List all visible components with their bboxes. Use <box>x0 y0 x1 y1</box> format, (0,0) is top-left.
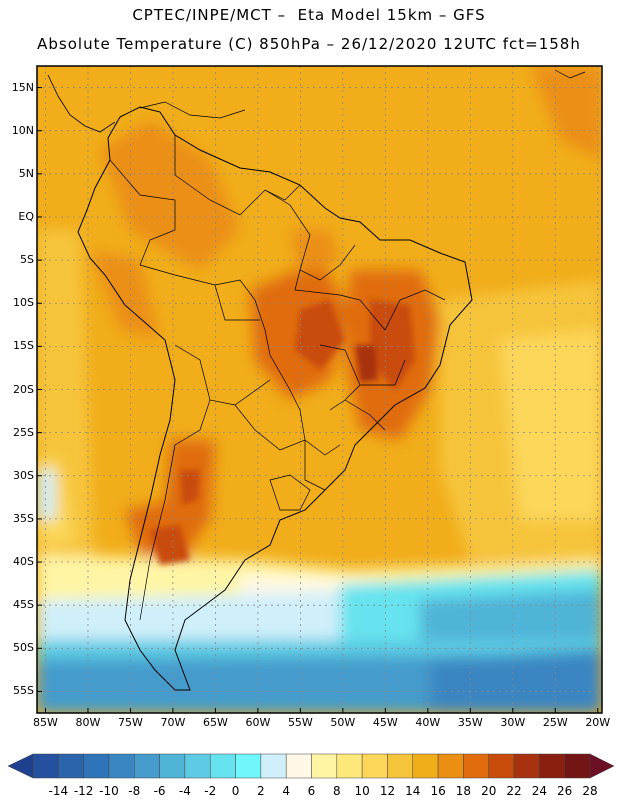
colorbar-max-arrow <box>589 753 615 779</box>
colorbar-swatch <box>311 753 338 779</box>
lon-label: 65W <box>202 716 228 729</box>
coastline <box>77 106 473 691</box>
colorbar-label: 0 <box>231 784 240 798</box>
colorbar-swatch <box>361 753 388 779</box>
country-borders <box>109 135 446 621</box>
colorbar-swatch <box>564 753 591 779</box>
grid-lines <box>37 66 602 713</box>
colorbar <box>7 753 615 779</box>
lat-label: 40S <box>13 555 34 569</box>
colorbar-label: 26 <box>557 784 573 798</box>
colorbar-label: 2 <box>257 784 265 798</box>
colorbar-swatch <box>134 753 160 779</box>
tick-marks <box>37 87 599 713</box>
lon-label: 35W <box>457 716 483 729</box>
colorbar-label: 28 <box>582 784 598 798</box>
colorbar-swatch <box>159 753 186 779</box>
colorbar-swatch <box>539 753 565 779</box>
lon-label: 50W <box>330 716 356 729</box>
lon-label: 30W <box>500 716 526 729</box>
colorbar-swatch <box>387 753 414 779</box>
lat-label: 20S <box>13 382 34 396</box>
lat-label: 25S <box>13 425 34 439</box>
lat-label: 5N <box>18 166 34 180</box>
colorbar-label: 6 <box>307 784 316 798</box>
colorbar-swatch <box>285 753 312 779</box>
lon-label: 55W <box>287 716 313 729</box>
colorbar-swatch <box>513 753 540 779</box>
lon-label: 85W <box>33 716 58 729</box>
colorbar-label: 16 <box>430 784 446 798</box>
colorbar-swatch <box>488 753 515 779</box>
lat-label: 30S <box>13 468 34 482</box>
lat-label: 5S <box>20 253 34 267</box>
lon-label: 75W <box>118 716 143 729</box>
lat-label: 35S <box>13 511 34 525</box>
colorbar-label: -2 <box>204 784 217 798</box>
colorbar-swatch <box>463 753 489 779</box>
lat-label: 10S <box>13 296 34 310</box>
colorbar-swatch <box>209 753 236 779</box>
colorbar-swatch <box>184 753 211 779</box>
colorbar-label: -10 <box>99 784 119 798</box>
lat-label: EQ <box>18 209 34 223</box>
map-title-line2: Absolute Temperature (C) 850hPa – 26/12/… <box>37 35 581 53</box>
colorbar-label: 20 <box>481 784 497 798</box>
map-title-line1: CPTEC/INPE/MCT – Eta Model 15km – GFS <box>132 6 486 24</box>
lon-label: 45W <box>372 716 398 729</box>
lon-label: 80W <box>75 716 101 729</box>
lat-label: 15S <box>13 339 34 353</box>
lon-label: 70W <box>160 716 186 729</box>
temperature-field <box>37 66 602 713</box>
colorbar-label: -14 <box>48 784 69 798</box>
lat-label: 15N <box>11 80 34 94</box>
colorbar-label: 8 <box>332 784 341 798</box>
colorbar-swatch <box>83 753 110 779</box>
colorbar-swatch <box>235 753 262 779</box>
colorbar-label: -4 <box>178 784 191 798</box>
lon-label: 60W <box>245 716 271 729</box>
colorbar-swatch <box>32 753 59 779</box>
colorbar-swatch <box>108 753 135 779</box>
lat-label: 45S <box>13 598 34 612</box>
lon-label: 40W <box>415 716 441 729</box>
colorbar-label: 22 <box>506 784 522 798</box>
colorbar-swatch <box>336 753 363 779</box>
colorbar-label: 4 <box>282 784 290 798</box>
lat-label: 10N <box>11 123 34 137</box>
colorbar-label: 24 <box>531 784 547 798</box>
lat-label: 55S <box>13 684 34 698</box>
colorbar-swatch <box>412 753 439 779</box>
colorbar-swatch <box>58 753 84 779</box>
colorbar-swatch <box>437 753 464 779</box>
colorbar-label: 12 <box>379 784 396 798</box>
lon-label: 25W <box>542 716 568 729</box>
colorbar-label: -6 <box>153 784 166 798</box>
colorbar-label: -12 <box>73 784 94 798</box>
colorbar-min-arrow <box>7 753 34 779</box>
colorbar-label: 10 <box>354 784 370 798</box>
lon-label: 20W <box>585 716 611 729</box>
colorbar-label: -8 <box>128 784 141 798</box>
colorbar-label: 14 <box>405 784 421 798</box>
colorbar-swatch <box>260 753 287 779</box>
colorbar-label: 18 <box>455 784 472 798</box>
lat-label: 50S <box>13 641 34 655</box>
